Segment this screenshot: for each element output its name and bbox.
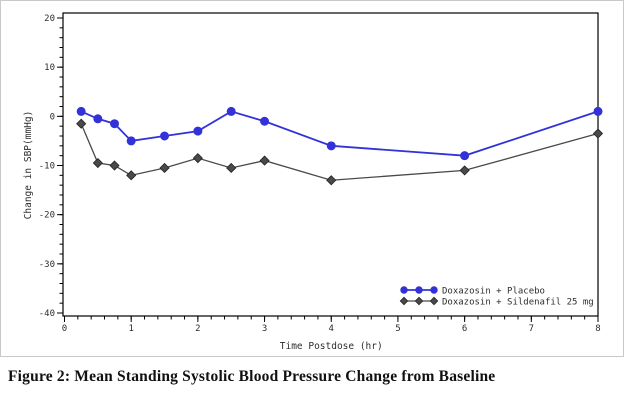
x-tick-label: 8 xyxy=(595,324,600,334)
y-tick-label: -20 xyxy=(39,211,55,221)
line-chart: 0 1 2 3 4 5 6 7 8 20 10 0 -10 -20 -30 -40 Time Postdose … xyxy=(23,12,604,352)
x-axis xyxy=(64,316,599,322)
legend-label: Doxazosin + Placebo xyxy=(442,287,545,297)
series-doxazosin-placebo xyxy=(76,106,603,161)
x-tick-label: 5 xyxy=(395,324,400,334)
x-axis-title: Time Postdose (hr) xyxy=(280,341,383,352)
x-tick-label: 4 xyxy=(329,324,334,334)
legend-item xyxy=(399,296,439,306)
x-tick-label: 6 xyxy=(462,324,467,334)
series-line xyxy=(80,110,599,157)
y-tick-label: -40 xyxy=(39,309,55,319)
chart-image-frame: 0 1 2 3 4 5 6 7 8 20 10 0 -10 -20 -30 -40 Time Postdose … xyxy=(0,0,624,357)
plot-area xyxy=(62,12,599,317)
y-tick-label: 10 xyxy=(44,63,55,73)
x-tick-label: 1 xyxy=(128,324,133,334)
y-tick-label: -10 xyxy=(39,162,55,172)
legend xyxy=(399,286,439,306)
x-tick-label: 0 xyxy=(62,324,67,334)
x-tick-label: 2 xyxy=(195,324,200,334)
series-doxazosin-sildenafil-25-mg xyxy=(76,118,604,186)
y-tick-label: -30 xyxy=(39,260,55,270)
x-tick-label: 3 xyxy=(262,324,267,334)
y-axis xyxy=(57,17,63,314)
x-tick-label: 7 xyxy=(529,324,534,334)
y-axis-title: Change in SBP(mmHg) xyxy=(23,111,34,220)
figure-caption: Figure 2: Mean Standing Systolic Blood P… xyxy=(8,368,496,385)
legend-label: Doxazosin + Sildenafil 25 mg xyxy=(442,298,594,308)
series-line xyxy=(80,123,599,181)
y-tick-label: 20 xyxy=(44,14,55,24)
y-tick-label: 0 xyxy=(50,112,55,122)
legend-item xyxy=(400,286,438,294)
